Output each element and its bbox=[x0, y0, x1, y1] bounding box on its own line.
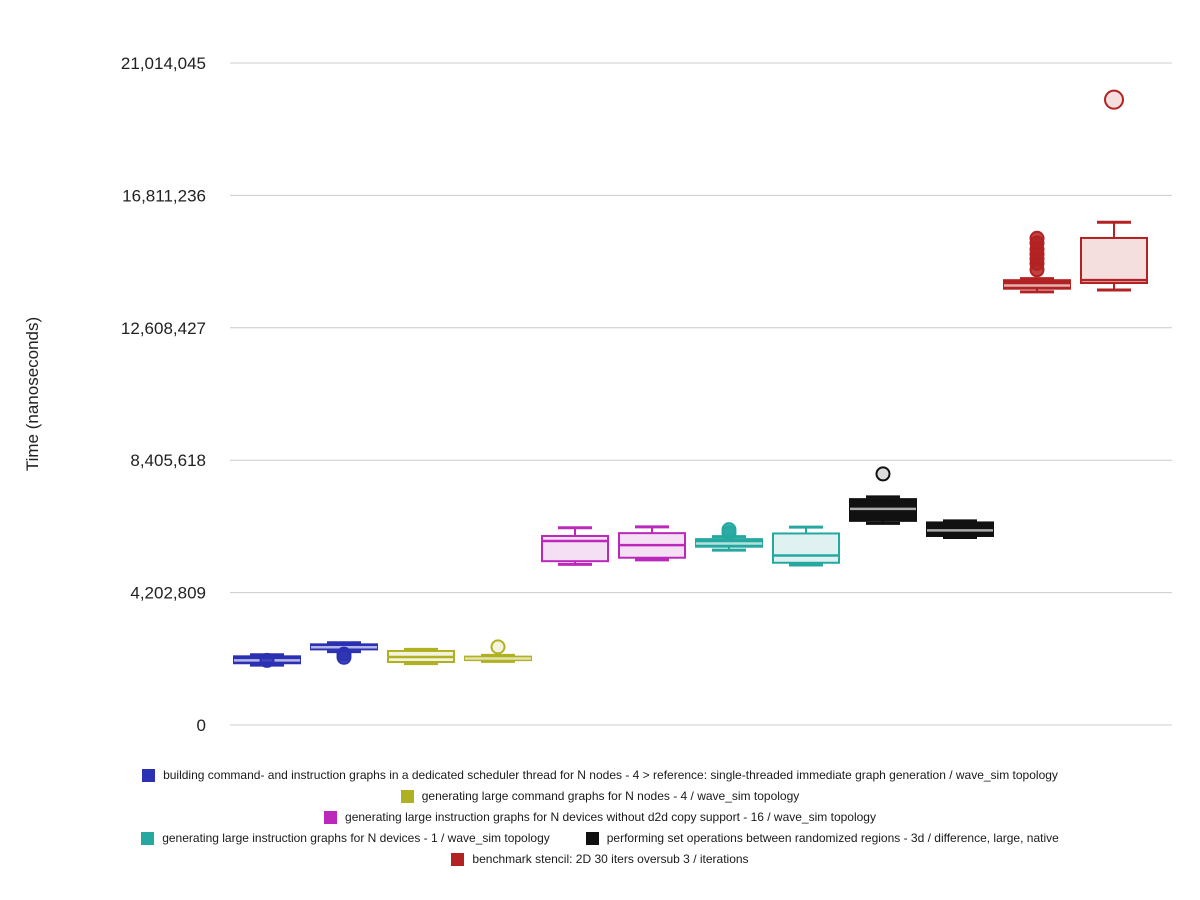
box-group bbox=[618, 525, 686, 562]
legend-label: building command- and instruction graphs… bbox=[163, 768, 1058, 782]
y-tick-label: 21,014,045 bbox=[121, 54, 206, 73]
legend-swatch-icon bbox=[585, 831, 599, 845]
legend-item: performing set operations between random… bbox=[585, 831, 1059, 845]
legend-row: generating large instruction graphs for … bbox=[324, 810, 876, 824]
y-tick-label: 8,405,618 bbox=[130, 451, 206, 470]
box bbox=[772, 532, 840, 564]
outlier-point bbox=[875, 466, 891, 482]
box-group bbox=[387, 647, 455, 666]
legend-item: benchmark stencil: 2D 30 iters oversub 3… bbox=[451, 852, 749, 866]
box-group bbox=[772, 525, 840, 567]
box-group bbox=[695, 522, 763, 552]
box-group bbox=[541, 526, 609, 566]
legend-swatch-icon bbox=[324, 810, 338, 824]
y-tick-label: 12,608,427 bbox=[121, 319, 206, 338]
legend-item: generating large instruction graphs for … bbox=[141, 831, 550, 845]
box-group bbox=[1080, 89, 1148, 292]
box-group bbox=[464, 639, 532, 663]
legend-swatch-icon bbox=[141, 831, 155, 845]
y-axis-label: Time (nanoseconds) bbox=[23, 317, 42, 471]
legend-label: generating large instruction graphs for … bbox=[345, 810, 876, 824]
box bbox=[1080, 236, 1148, 285]
boxplot-chart: Time (nanoseconds) 0 4,202,809 8,405,618 12… bbox=[23, 54, 1172, 735]
legend-row: generating large command graphs for N no… bbox=[400, 789, 800, 803]
y-tick-label: 0 bbox=[197, 716, 206, 735]
box-group bbox=[310, 641, 378, 665]
box-group bbox=[233, 652, 301, 668]
outlier-point bbox=[259, 652, 275, 668]
legend: building command- and instruction graphs… bbox=[0, 768, 1200, 866]
outlier-point bbox=[721, 522, 737, 538]
legend-swatch-icon bbox=[451, 852, 465, 866]
legend-row: generating large instruction graphs for … bbox=[141, 831, 1059, 845]
outlier-point bbox=[490, 639, 506, 655]
legend-label: benchmark stencil: 2D 30 iters oversub 3… bbox=[472, 852, 749, 866]
legend-label: generating large instruction graphs for … bbox=[162, 831, 550, 845]
box-group bbox=[926, 519, 994, 540]
legend-item: generating large instruction graphs for … bbox=[324, 810, 876, 824]
legend-item: generating large command graphs for N no… bbox=[400, 789, 800, 803]
box bbox=[541, 534, 609, 563]
outlier-point bbox=[336, 649, 352, 665]
legend-swatch-icon bbox=[400, 789, 414, 803]
y-tick-label: 4,202,809 bbox=[130, 584, 206, 603]
outlier-point bbox=[1104, 89, 1124, 110]
legend-row: building command- and instruction graphs… bbox=[142, 768, 1058, 782]
legend-label: performing set operations between random… bbox=[606, 831, 1059, 845]
y-tick-label: 16,811,236 bbox=[122, 186, 206, 205]
box-group bbox=[849, 466, 917, 525]
outlier-point bbox=[1029, 230, 1045, 246]
boxplot-chart-area: Time (nanoseconds) 0 4,202,809 8,405,618 12… bbox=[23, 54, 1172, 735]
box-group bbox=[1003, 230, 1071, 294]
legend-swatch-icon bbox=[142, 768, 156, 782]
legend-label: generating large command graphs for N no… bbox=[421, 789, 800, 803]
legend-row: benchmark stencil: 2D 30 iters oversub 3… bbox=[451, 852, 749, 866]
legend-item: building command- and instruction graphs… bbox=[142, 768, 1058, 782]
